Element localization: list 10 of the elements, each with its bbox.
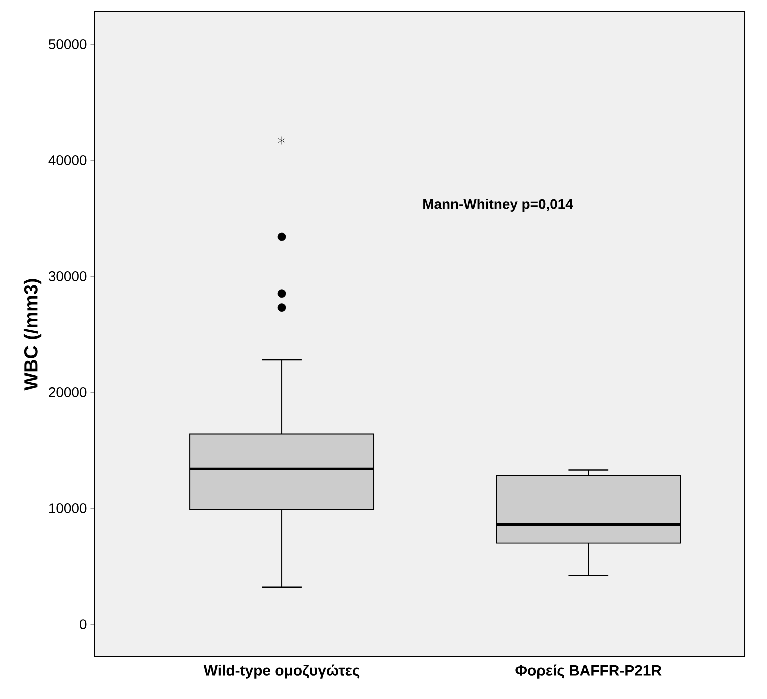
- y-tick-label: 10000: [50, 504, 87, 514]
- y-tick-label: 20000: [49, 388, 87, 398]
- annotation: Mann-Whitney p=0,014: [424, 198, 574, 212]
- y-tick-label: 40000: [48, 156, 87, 166]
- x-tick-label: Wild-type ομοζυγώτες: [204, 664, 360, 679]
- y-tick-label: 0: [80, 620, 87, 630]
- y-tick-label: 50000: [49, 40, 87, 50]
- x-tick-label: Φορείς BAFFR-P21R: [516, 664, 662, 679]
- y-axis-title: WBC (/mm3): [24, 279, 42, 391]
- y-tick-label: 30000: [48, 272, 87, 282]
